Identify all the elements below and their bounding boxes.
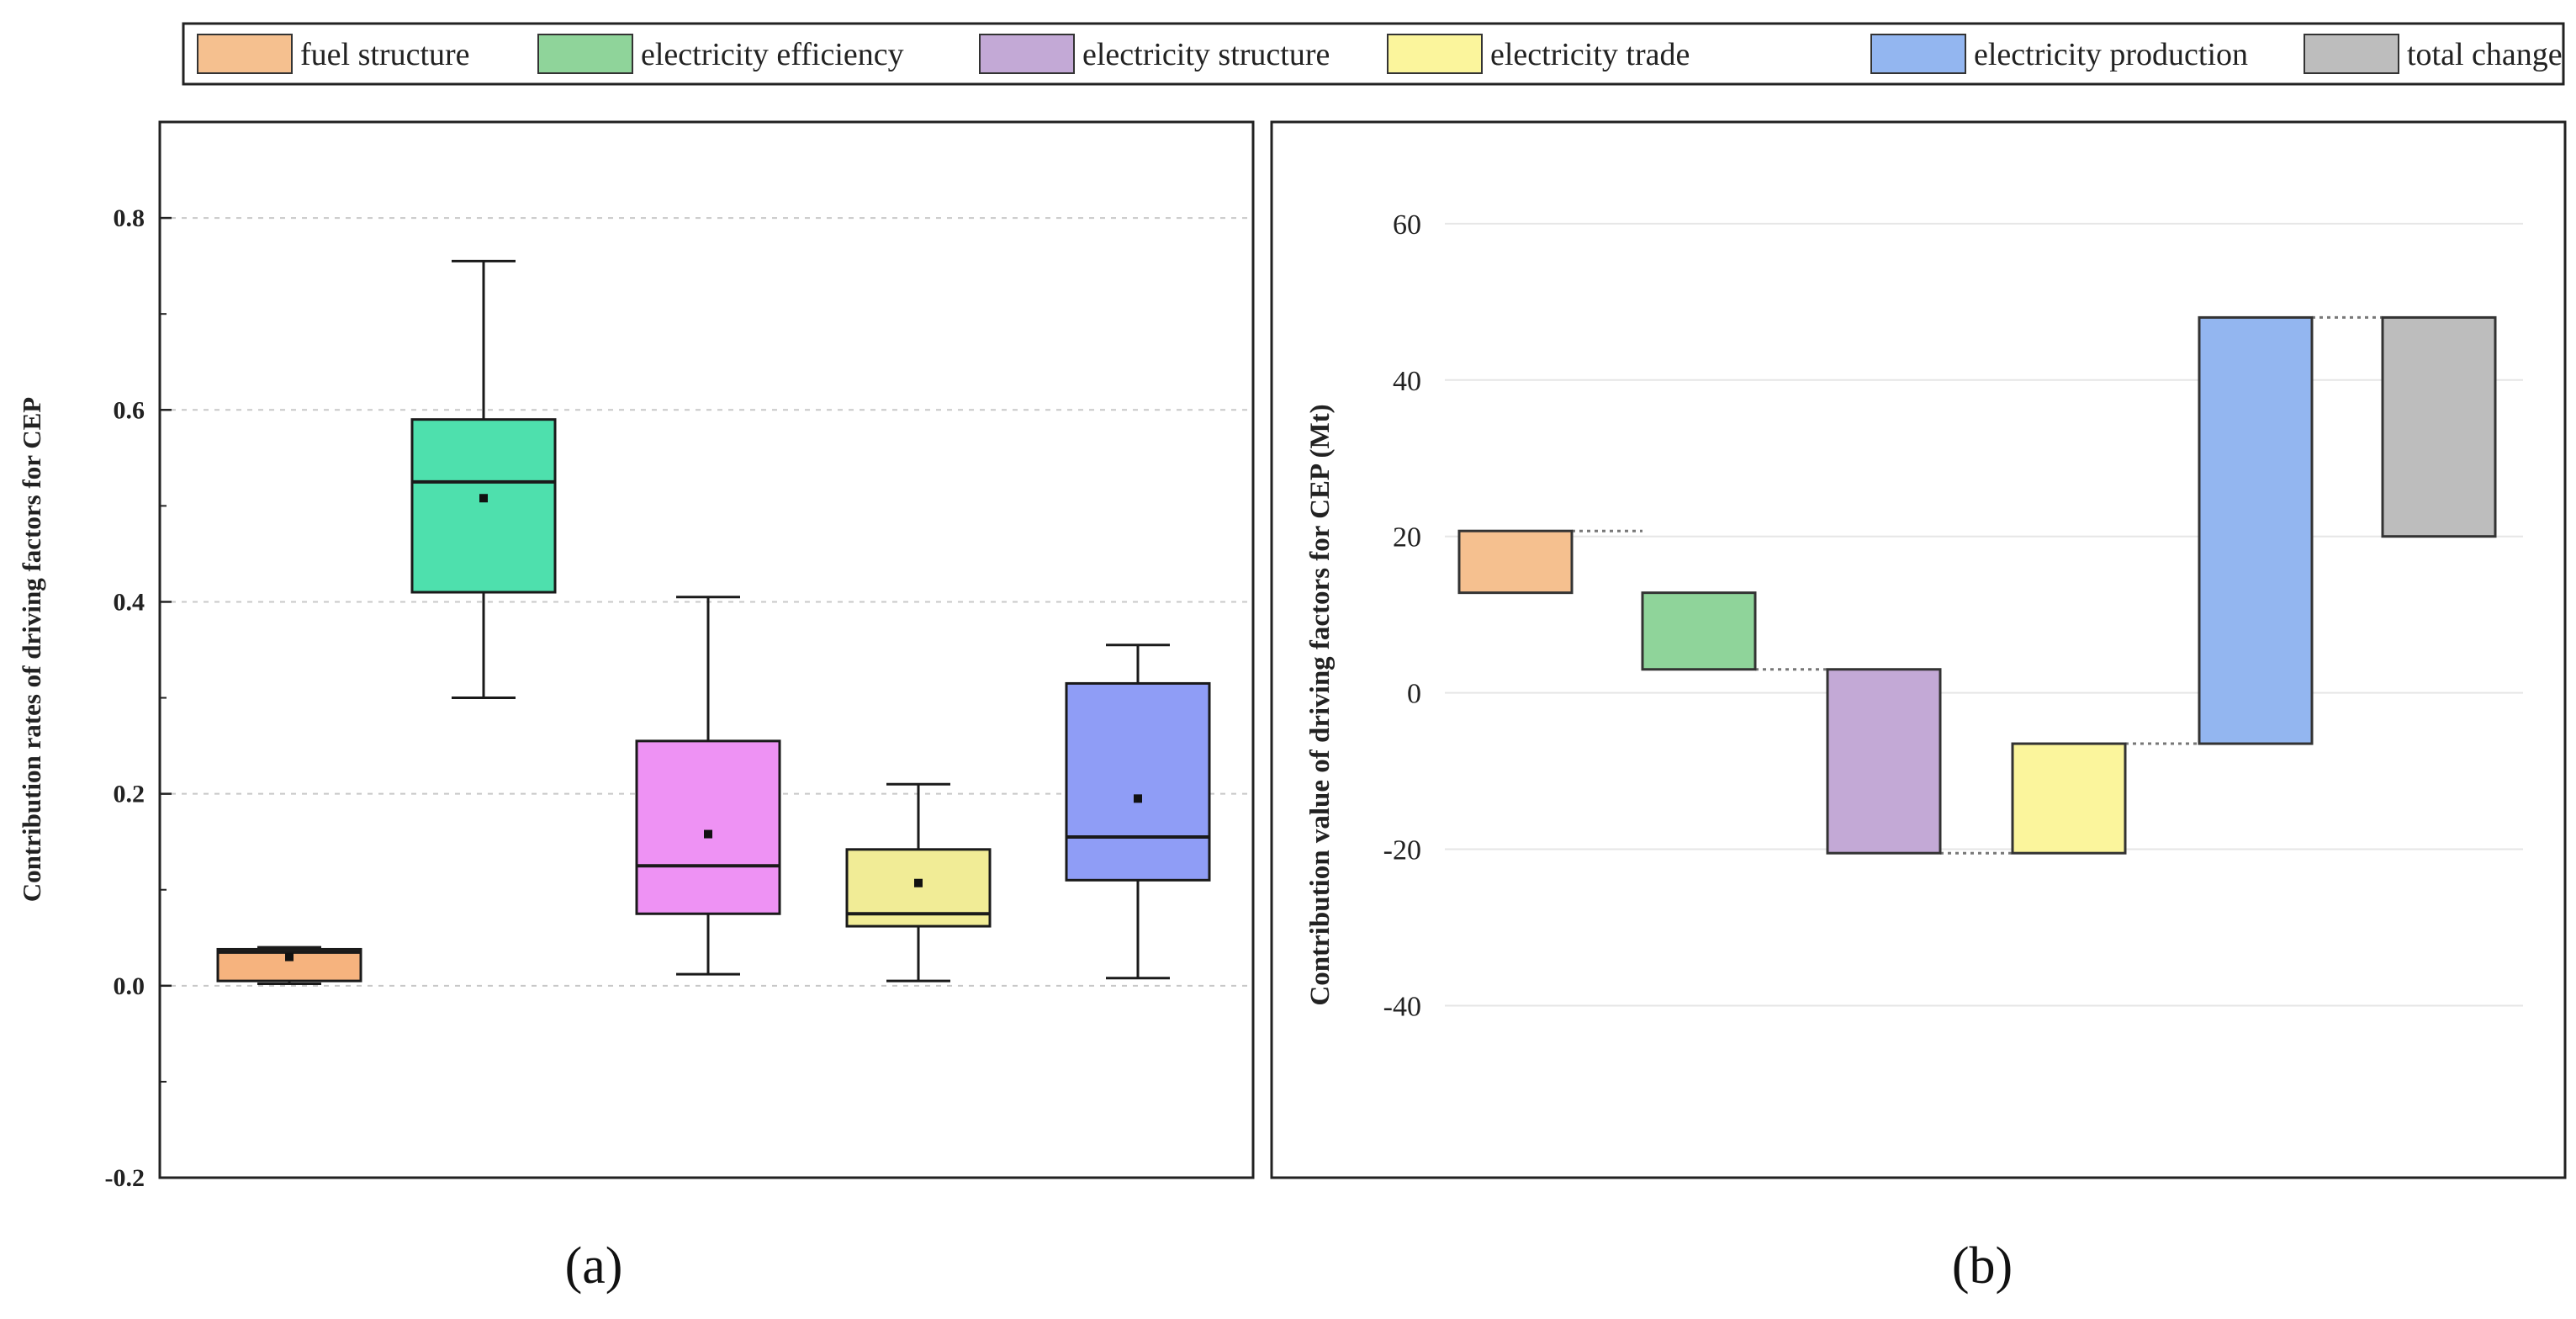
panel-b-y-axis-label: Contribution value of driving factors fo… — [1305, 404, 1336, 1005]
box-iqr — [635, 739, 781, 915]
box-mean-marker — [914, 878, 923, 887]
panel-b-waterfall-chart: -40 -20 0 20 40 60 Contribution value of driv… — [1270, 120, 2567, 1179]
legend-label-fuel-structure: fuel structure — [300, 37, 470, 72]
panel-a-y-tick-label: 0.6 — [114, 396, 145, 424]
legend-label-electricity-efficiency: electricity efficiency — [641, 37, 904, 72]
waterfall-bar-electricity-efficiency — [1641, 591, 1757, 671]
legend-swatch-electricity-trade — [1387, 34, 1483, 74]
box-electricity-production — [1065, 644, 1211, 980]
box-iqr — [410, 418, 557, 594]
panel-b-y-tick-label: 40 — [1393, 366, 1421, 397]
box-mean-marker — [704, 829, 712, 839]
waterfall-bar-total-change — [2381, 315, 2497, 538]
panel-b-y-tick-label: -20 — [1383, 835, 1421, 866]
legend-label-electricity-structure: electricity structure — [1082, 37, 1330, 72]
panel-a-y-tick-label: 0.4 — [114, 588, 145, 616]
panel-a-box-plot: -0.2 0.0 0.2 0.4 0.6 0.8 Contribution rates o… — [17, 120, 1255, 1192]
waterfall-bar-electricity-trade — [2011, 742, 2127, 855]
panel-a-y-tick-label: 0.8 — [114, 204, 145, 232]
panel-b-y-tick-label: -40 — [1383, 991, 1421, 1022]
legend-label-total-change: total change — [2407, 37, 2563, 72]
panel-a-y-tick-label: 0.2 — [114, 781, 145, 808]
box-iqr — [216, 947, 362, 983]
box-electricity-structure — [635, 596, 781, 976]
panel-a-y-tick-label: 0.0 — [114, 972, 145, 1000]
legend-label-electricity-production: electricity production — [1974, 37, 2248, 72]
box-electricity-trade — [845, 782, 992, 983]
legend-swatch-electricity-production — [1870, 34, 1966, 74]
legend: fuel structure electricity efficiency elec… — [182, 22, 2565, 86]
panel-a-frame — [158, 120, 1255, 1179]
box-electricity-efficiency — [410, 259, 557, 700]
panel-b-frame — [1270, 120, 2567, 1179]
box-mean-marker — [479, 494, 488, 503]
panel-b-y-tick-label: 60 — [1393, 209, 1421, 241]
waterfall-bar-electricity-production — [2198, 315, 2314, 745]
legend-swatch-electricity-efficiency — [537, 34, 633, 74]
legend-swatch-fuel-structure — [197, 34, 293, 74]
waterfall-bar-electricity-structure — [1826, 668, 1942, 855]
legend-label-electricity-trade: electricity trade — [1490, 37, 1690, 72]
box-fuel-structure — [216, 946, 362, 986]
waterfall-bar-fuel-structure — [1457, 529, 1574, 595]
panel-b-label: (b) — [1952, 1237, 2013, 1295]
panel-b-y-tick-label: 20 — [1393, 522, 1421, 554]
legend-swatch-electricity-structure — [979, 34, 1075, 74]
box-mean-marker — [1134, 794, 1142, 803]
panel-a-y-axis-label: Contribution rates of driving factors fo… — [17, 397, 46, 902]
panel-a-y-tick-label: -0.2 — [105, 1164, 145, 1192]
panel-b-y-tick-label: 0 — [1407, 679, 1421, 710]
panel-a-label: (a) — [565, 1237, 623, 1295]
legend-swatch-total-change — [2304, 34, 2399, 74]
box-mean-marker — [285, 952, 294, 961]
box-iqr — [1065, 681, 1211, 882]
